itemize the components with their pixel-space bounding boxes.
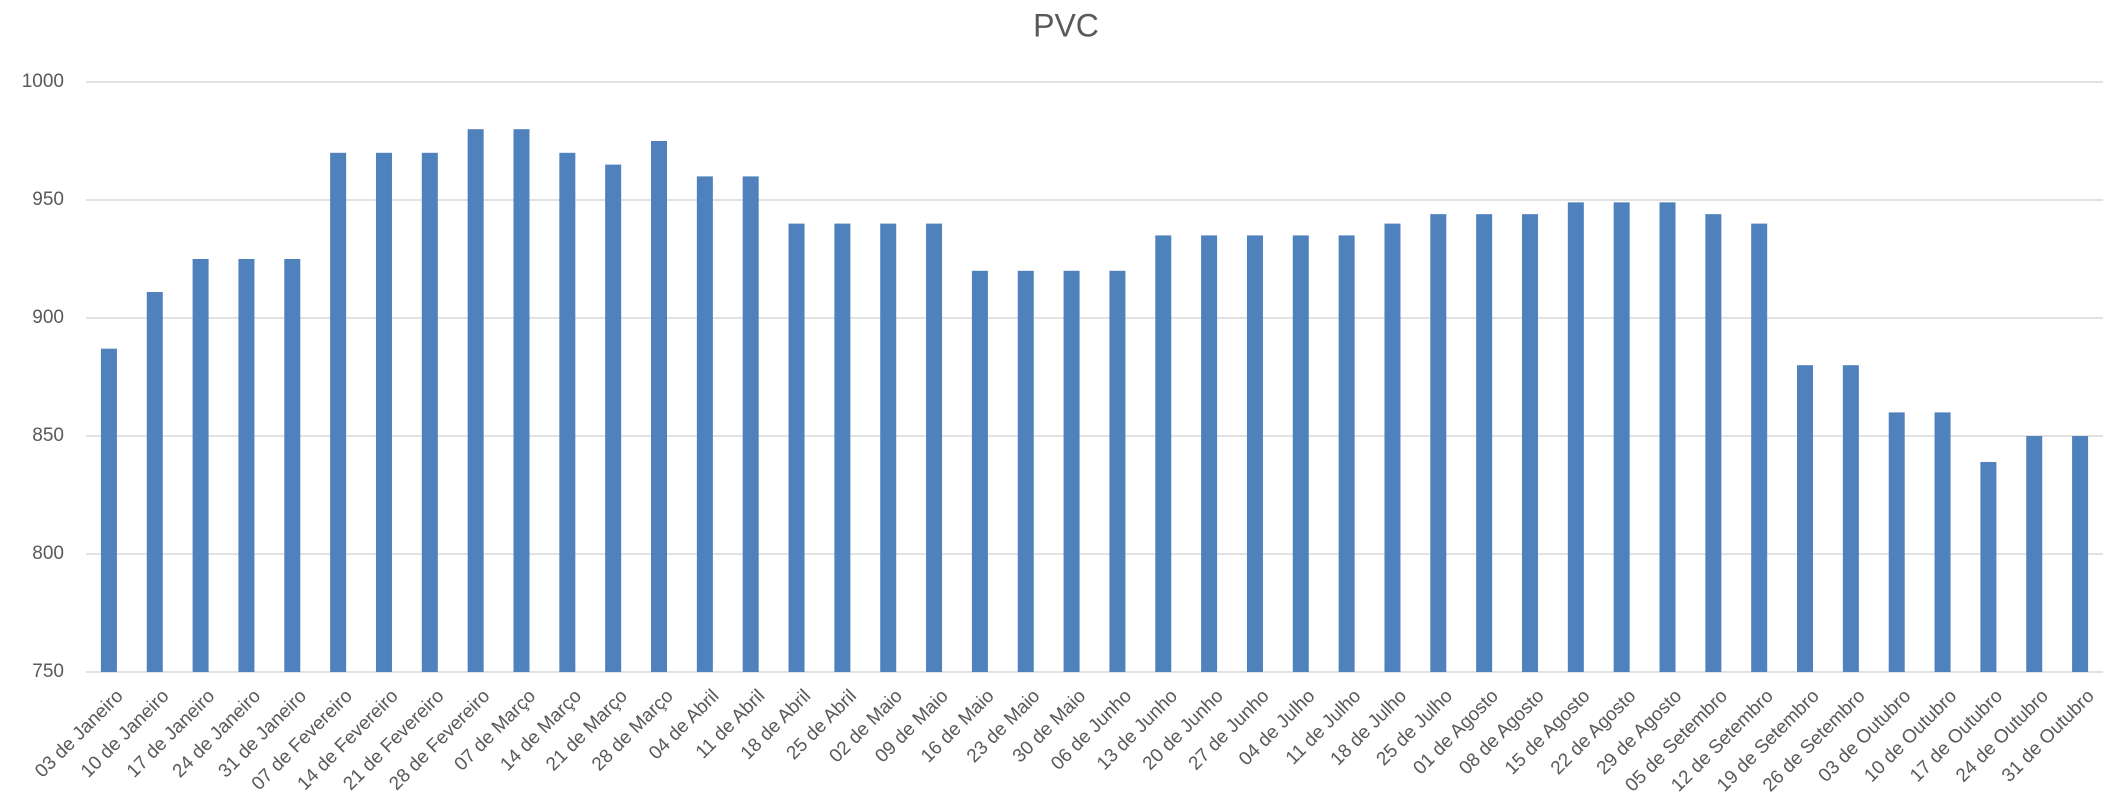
bar <box>467 129 484 672</box>
bar <box>1613 202 1630 673</box>
bar <box>1155 235 1172 672</box>
bar <box>1109 270 1126 672</box>
bar <box>1934 412 1951 672</box>
bar <box>1521 214 1538 672</box>
bar <box>1980 461 1997 672</box>
bar <box>192 259 209 672</box>
bar <box>513 129 530 672</box>
bar <box>1751 223 1768 672</box>
y-tick-label: 750 <box>32 661 64 682</box>
bar <box>1567 202 1584 673</box>
y-tick-label: 1000 <box>22 71 64 92</box>
bar <box>100 348 117 672</box>
bar <box>1338 235 1355 672</box>
bar <box>1292 235 1309 672</box>
bar <box>375 152 392 673</box>
bar <box>605 164 622 672</box>
bar <box>330 152 347 673</box>
bar <box>696 176 713 672</box>
y-tick-label: 950 <box>32 189 64 210</box>
bar <box>1705 214 1722 672</box>
bar <box>1476 214 1493 672</box>
y-tick-label: 900 <box>32 307 64 328</box>
bar <box>1430 214 1447 672</box>
bar <box>1797 365 1814 672</box>
bar <box>421 152 438 673</box>
bar <box>1384 223 1401 672</box>
bar <box>146 292 163 672</box>
bar <box>2026 436 2043 672</box>
bar <box>926 223 943 672</box>
bar <box>1659 202 1676 673</box>
bar <box>2072 436 2089 672</box>
bar <box>742 176 759 672</box>
y-tick-label: 800 <box>32 543 64 564</box>
chart-title: PVC <box>1033 7 1099 43</box>
bar <box>238 259 255 672</box>
bar <box>284 259 301 672</box>
bar <box>1063 270 1080 672</box>
bar <box>1842 365 1859 672</box>
y-tick-label: 850 <box>32 425 64 446</box>
bar <box>1201 235 1218 672</box>
bar <box>651 141 668 672</box>
bar <box>1888 412 1905 672</box>
bar <box>1246 235 1263 672</box>
bar <box>880 223 897 672</box>
bar <box>788 223 805 672</box>
bar <box>834 223 851 672</box>
bar <box>1017 270 1034 672</box>
bar <box>559 152 576 673</box>
bar <box>971 270 988 672</box>
